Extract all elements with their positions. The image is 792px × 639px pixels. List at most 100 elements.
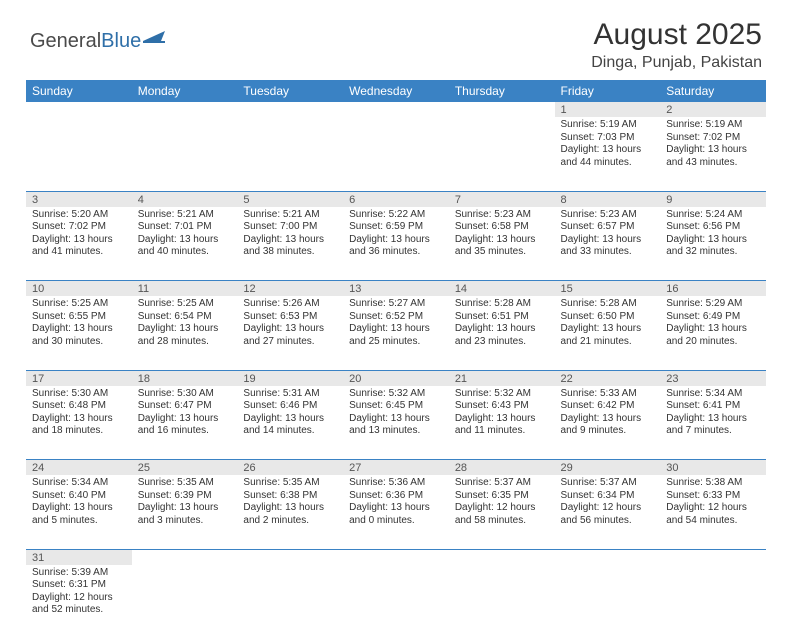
day-cell: [449, 117, 555, 191]
daylight-text: Daylight: 13 hours and 7 minutes.: [666, 413, 760, 438]
location-subtitle: Dinga, Punjab, Pakistan: [591, 54, 762, 72]
day-number-cell: 18: [132, 370, 238, 386]
day-of-week-header: Thursday: [449, 80, 555, 102]
day-number-cell: 13: [343, 281, 449, 297]
daylight-text: Daylight: 13 hours and 2 minutes.: [243, 502, 337, 527]
sunset-text: Sunset: 6:35 PM: [455, 490, 549, 503]
day-number-cell: [343, 102, 449, 117]
daylight-text: Daylight: 13 hours and 43 minutes.: [666, 144, 760, 169]
day-cell-content: Sunrise: 5:24 AMSunset: 6:56 PMDaylight:…: [660, 207, 766, 263]
day-number-cell: [132, 102, 238, 117]
day-cell: Sunrise: 5:37 AMSunset: 6:34 PMDaylight:…: [555, 475, 661, 549]
day-number-cell: 23: [660, 370, 766, 386]
day-of-week-header: Tuesday: [237, 80, 343, 102]
day-cell: Sunrise: 5:38 AMSunset: 6:33 PMDaylight:…: [660, 475, 766, 549]
sunrise-text: Sunrise: 5:30 AM: [32, 388, 126, 401]
day-cell: Sunrise: 5:29 AMSunset: 6:49 PMDaylight:…: [660, 296, 766, 370]
day-cell: Sunrise: 5:35 AMSunset: 6:39 PMDaylight:…: [132, 475, 238, 549]
day-cell-content: Sunrise: 5:38 AMSunset: 6:33 PMDaylight:…: [660, 475, 766, 531]
day-cell-content: Sunrise: 5:26 AMSunset: 6:53 PMDaylight:…: [237, 296, 343, 352]
day-number-cell: 30: [660, 460, 766, 476]
day-content-row: Sunrise: 5:30 AMSunset: 6:48 PMDaylight:…: [26, 386, 766, 460]
daylight-text: Daylight: 13 hours and 27 minutes.: [243, 323, 337, 348]
sunrise-text: Sunrise: 5:23 AM: [455, 209, 549, 222]
sunrise-text: Sunrise: 5:23 AM: [561, 209, 655, 222]
sunset-text: Sunset: 6:55 PM: [32, 311, 126, 324]
daylight-text: Daylight: 13 hours and 33 minutes.: [561, 234, 655, 259]
day-number-cell: [449, 102, 555, 117]
sunrise-text: Sunrise: 5:28 AM: [455, 298, 549, 311]
day-content-row: Sunrise: 5:25 AMSunset: 6:55 PMDaylight:…: [26, 296, 766, 370]
daylight-text: Daylight: 13 hours and 21 minutes.: [561, 323, 655, 348]
day-of-week-header: Friday: [555, 80, 661, 102]
day-number-cell: 28: [449, 460, 555, 476]
day-number-cell: 26: [237, 460, 343, 476]
day-number-cell: [343, 549, 449, 565]
sunrise-text: Sunrise: 5:32 AM: [455, 388, 549, 401]
day-cell: Sunrise: 5:20 AMSunset: 7:02 PMDaylight:…: [26, 207, 132, 281]
day-cell: [343, 565, 449, 639]
logo-text-general: General: [30, 30, 101, 53]
day-number-cell: 29: [555, 460, 661, 476]
day-cell-content: Sunrise: 5:28 AMSunset: 6:51 PMDaylight:…: [449, 296, 555, 352]
day-of-week-header-row: SundayMondayTuesdayWednesdayThursdayFrid…: [26, 80, 766, 102]
sunrise-text: Sunrise: 5:30 AM: [138, 388, 232, 401]
day-cell-content: Sunrise: 5:34 AMSunset: 6:41 PMDaylight:…: [660, 386, 766, 442]
sunset-text: Sunset: 6:34 PM: [561, 490, 655, 503]
day-number-cell: [132, 549, 238, 565]
day-cell: Sunrise: 5:25 AMSunset: 6:54 PMDaylight:…: [132, 296, 238, 370]
day-cell-content: Sunrise: 5:32 AMSunset: 6:45 PMDaylight:…: [343, 386, 449, 442]
day-cell: Sunrise: 5:30 AMSunset: 6:48 PMDaylight:…: [26, 386, 132, 460]
day-cell: Sunrise: 5:22 AMSunset: 6:59 PMDaylight:…: [343, 207, 449, 281]
sunrise-text: Sunrise: 5:37 AM: [561, 477, 655, 490]
day-number-cell: 10: [26, 281, 132, 297]
sunset-text: Sunset: 6:33 PM: [666, 490, 760, 503]
daylight-text: Daylight: 13 hours and 44 minutes.: [561, 144, 655, 169]
sunrise-text: Sunrise: 5:36 AM: [349, 477, 443, 490]
day-cell: Sunrise: 5:37 AMSunset: 6:35 PMDaylight:…: [449, 475, 555, 549]
day-number-cell: 14: [449, 281, 555, 297]
day-number-cell: [237, 549, 343, 565]
daylight-text: Daylight: 12 hours and 56 minutes.: [561, 502, 655, 527]
day-number-cell: [555, 549, 661, 565]
day-cell: [555, 565, 661, 639]
sunset-text: Sunset: 6:47 PM: [138, 400, 232, 413]
day-cell-content: Sunrise: 5:35 AMSunset: 6:39 PMDaylight:…: [132, 475, 238, 531]
day-number-cell: 21: [449, 370, 555, 386]
sunset-text: Sunset: 6:41 PM: [666, 400, 760, 413]
day-of-week-header: Sunday: [26, 80, 132, 102]
sunrise-text: Sunrise: 5:32 AM: [349, 388, 443, 401]
daylight-text: Daylight: 13 hours and 23 minutes.: [455, 323, 549, 348]
day-number-cell: 7: [449, 191, 555, 207]
day-cell-content: Sunrise: 5:39 AMSunset: 6:31 PMDaylight:…: [26, 565, 132, 621]
sunset-text: Sunset: 6:59 PM: [349, 221, 443, 234]
day-number-cell: 22: [555, 370, 661, 386]
sunset-text: Sunset: 6:43 PM: [455, 400, 549, 413]
day-cell-content: Sunrise: 5:28 AMSunset: 6:50 PMDaylight:…: [555, 296, 661, 352]
day-cell: Sunrise: 5:36 AMSunset: 6:36 PMDaylight:…: [343, 475, 449, 549]
sunset-text: Sunset: 7:02 PM: [666, 132, 760, 145]
day-number-cell: 16: [660, 281, 766, 297]
day-cell-content: Sunrise: 5:20 AMSunset: 7:02 PMDaylight:…: [26, 207, 132, 263]
sunrise-text: Sunrise: 5:22 AM: [349, 209, 443, 222]
day-number-cell: 19: [237, 370, 343, 386]
day-cell-content: Sunrise: 5:19 AMSunset: 7:02 PMDaylight:…: [660, 117, 766, 173]
month-title: August 2025: [591, 18, 762, 52]
day-number-cell: 3: [26, 191, 132, 207]
daylight-text: Daylight: 13 hours and 20 minutes.: [666, 323, 760, 348]
day-number-cell: 12: [237, 281, 343, 297]
sunrise-text: Sunrise: 5:37 AM: [455, 477, 549, 490]
sunset-text: Sunset: 6:48 PM: [32, 400, 126, 413]
day-cell: Sunrise: 5:28 AMSunset: 6:51 PMDaylight:…: [449, 296, 555, 370]
daylight-text: Daylight: 13 hours and 38 minutes.: [243, 234, 337, 259]
sunrise-text: Sunrise: 5:31 AM: [243, 388, 337, 401]
day-cell: Sunrise: 5:35 AMSunset: 6:38 PMDaylight:…: [237, 475, 343, 549]
day-cell: [132, 117, 238, 191]
day-number-cell: 9: [660, 191, 766, 207]
sunrise-text: Sunrise: 5:35 AM: [138, 477, 232, 490]
sunrise-text: Sunrise: 5:35 AM: [243, 477, 337, 490]
day-number-cell: 11: [132, 281, 238, 297]
sunset-text: Sunset: 6:52 PM: [349, 311, 443, 324]
day-cell: Sunrise: 5:27 AMSunset: 6:52 PMDaylight:…: [343, 296, 449, 370]
day-cell: Sunrise: 5:32 AMSunset: 6:43 PMDaylight:…: [449, 386, 555, 460]
